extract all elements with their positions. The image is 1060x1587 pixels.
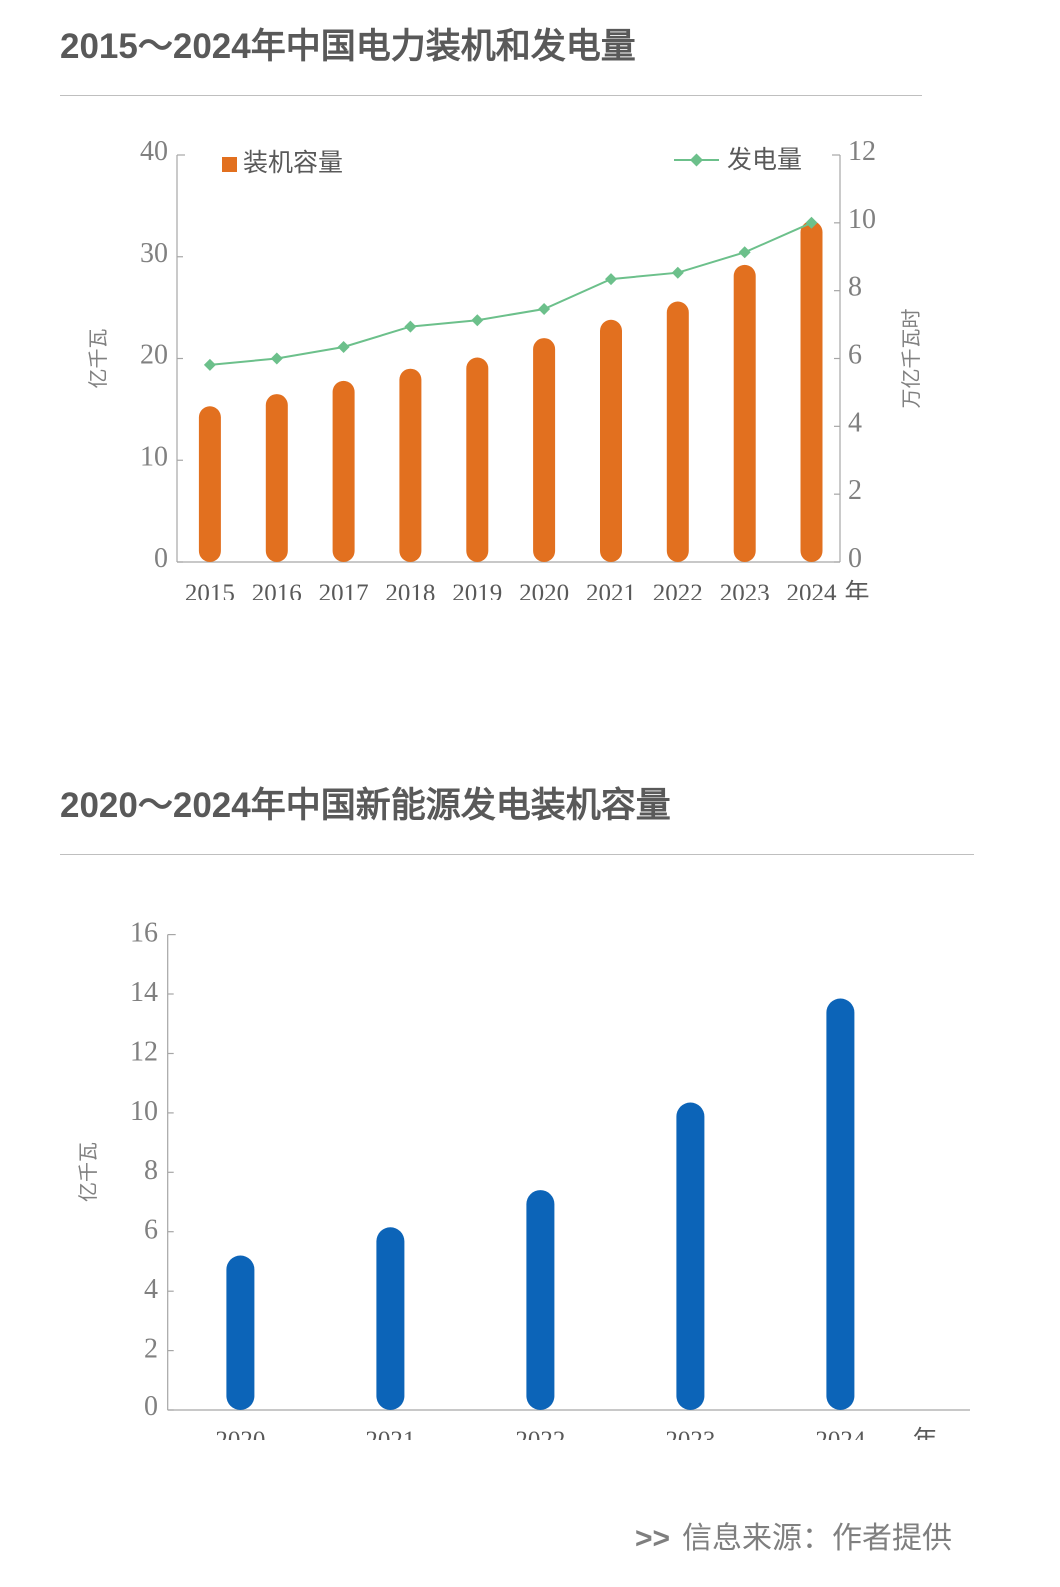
svg-text:6: 6 xyxy=(848,340,862,371)
svg-text:2: 2 xyxy=(144,1334,158,1365)
svg-text:2020: 2020 xyxy=(215,1427,265,1440)
svg-text:2023: 2023 xyxy=(720,580,770,600)
svg-text:14: 14 xyxy=(130,977,158,1008)
svg-text:2015: 2015 xyxy=(185,580,235,600)
svg-text:2023: 2023 xyxy=(665,1427,715,1440)
svg-text:12: 12 xyxy=(848,136,876,167)
svg-text:8: 8 xyxy=(144,1155,158,1186)
svg-text:年: 年 xyxy=(844,579,869,600)
svg-text:2017: 2017 xyxy=(319,580,369,600)
svg-text:2020: 2020 xyxy=(519,580,569,600)
svg-text:2021: 2021 xyxy=(365,1427,415,1440)
svg-text:2016: 2016 xyxy=(252,580,302,600)
svg-text:10: 10 xyxy=(130,1096,158,1127)
svg-text:发电量: 发电量 xyxy=(727,146,802,174)
svg-text:0: 0 xyxy=(144,1391,158,1422)
svg-text:2021: 2021 xyxy=(586,580,636,600)
svg-text:2018: 2018 xyxy=(385,580,435,600)
svg-text:4: 4 xyxy=(144,1274,158,1305)
svg-text:亿千瓦: 亿千瓦 xyxy=(87,329,110,389)
svg-text:12: 12 xyxy=(130,1036,158,1067)
svg-text:10: 10 xyxy=(140,441,168,472)
svg-text:2022: 2022 xyxy=(653,580,703,600)
svg-text:8: 8 xyxy=(848,272,862,303)
svg-text:2019: 2019 xyxy=(452,580,502,600)
svg-text:年: 年 xyxy=(912,1426,937,1440)
svg-text:2024: 2024 xyxy=(815,1427,866,1440)
svg-text:16: 16 xyxy=(130,918,158,949)
svg-text:20: 20 xyxy=(140,340,168,371)
svg-text:2024: 2024 xyxy=(787,580,838,600)
svg-text:万亿千瓦时: 万亿千瓦时 xyxy=(900,309,923,409)
svg-text:30: 30 xyxy=(140,238,168,269)
svg-text:2: 2 xyxy=(848,475,862,506)
svg-text:0: 0 xyxy=(848,543,862,574)
svg-text:40: 40 xyxy=(140,136,168,167)
svg-text:亿千瓦: 亿千瓦 xyxy=(77,1142,100,1202)
svg-text:10: 10 xyxy=(848,204,876,235)
svg-text:装机容量: 装机容量 xyxy=(243,149,343,177)
svg-text:0: 0 xyxy=(154,543,168,574)
svg-text:2022: 2022 xyxy=(515,1427,565,1440)
svg-text:4: 4 xyxy=(848,407,862,438)
svg-text:6: 6 xyxy=(144,1215,158,1246)
